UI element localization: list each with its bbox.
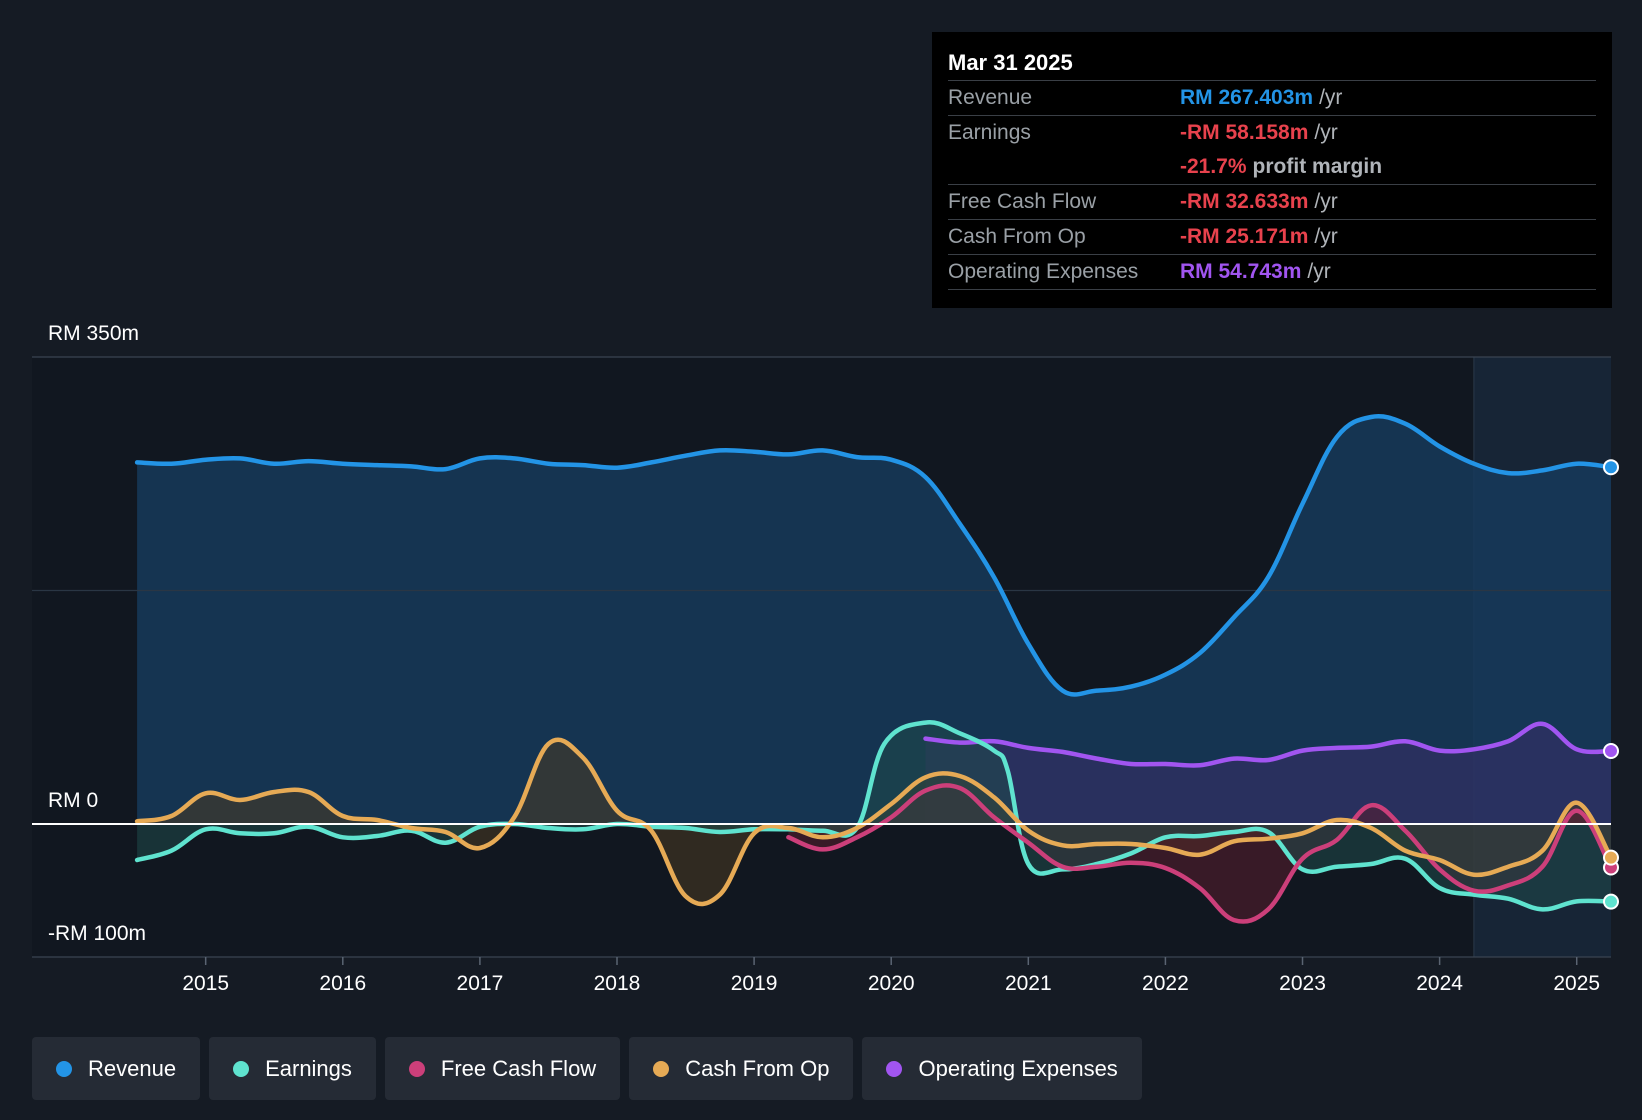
legend-label: Earnings — [265, 1055, 352, 1081]
tooltip-value: RM 54.743m — [1180, 260, 1302, 283]
legend-label: Operating Expenses — [918, 1055, 1118, 1081]
tooltip-row-cash-from-op: Cash From Op -RM 25.171m /yr — [948, 219, 1596, 254]
tooltip-value: -RM 32.633m — [1180, 190, 1309, 213]
tooltip-row-revenue: Revenue RM 267.403m /yr — [948, 80, 1596, 115]
legend-label: Cash From Op — [685, 1055, 830, 1081]
series-line-operating-expenses — [923, 721, 1611, 768]
x-tick-label: 2024 — [1416, 972, 1463, 995]
tooltip-label — [948, 150, 1180, 184]
x-tick-label: 2023 — [1279, 972, 1326, 995]
tooltip-row-profit-margin: -21.7% profit margin — [948, 150, 1596, 184]
legend-dot-icon — [408, 1060, 425, 1077]
legend-dot-icon — [56, 1060, 72, 1077]
tooltip-value: -RM 58.158m — [1180, 121, 1309, 144]
tooltip-unit: /yr — [1314, 190, 1338, 213]
x-tick-label: 2020 — [868, 972, 915, 995]
tooltip-unit: /yr — [1314, 225, 1338, 248]
y-axis-min-label: -RM 100m — [48, 922, 146, 945]
x-tick-label: 2022 — [1142, 972, 1189, 995]
tooltip-unit: profit margin — [1252, 155, 1383, 178]
legend-dot-icon — [653, 1060, 670, 1077]
y-axis-zero-label: RM 0 — [48, 789, 98, 812]
tooltip-label: Free Cash Flow — [948, 190, 1097, 213]
legend: Revenue Earnings Free Cash Flow Cash Fro… — [32, 1037, 1142, 1100]
end-point-operating-expenses — [1603, 743, 1619, 760]
legend-item-revenue[interactable]: Revenue — [32, 1037, 201, 1100]
end-point-earnings — [1603, 893, 1619, 910]
x-tick-label: 2015 — [182, 972, 229, 995]
tooltip-row-earnings: Earnings -RM 58.158m /yr — [948, 115, 1596, 150]
tooltip-unit: /yr — [1307, 260, 1331, 283]
tooltip-row-free-cash-flow: Free Cash Flow -RM 32.633m /yr — [948, 184, 1596, 219]
series-area-revenue — [137, 416, 1611, 824]
legend-dot-icon — [886, 1060, 903, 1077]
tooltip-label: Operating Expenses — [948, 260, 1139, 283]
tooltip-unit: /yr — [1319, 86, 1343, 109]
x-tick-label: 2016 — [319, 972, 366, 995]
tooltip-row-operating-expenses: Operating Expenses RM 54.743m /yr — [948, 254, 1596, 290]
x-tick-label: 2018 — [594, 972, 641, 995]
end-point-revenue — [1603, 459, 1619, 476]
legend-item-operating-expenses[interactable]: Operating Expenses — [862, 1037, 1142, 1100]
legend-item-cash-from-op[interactable]: Cash From Op — [629, 1037, 854, 1100]
tooltip-value: -21.7% — [1180, 155, 1247, 178]
y-axis-max-label: RM 350m — [48, 322, 139, 345]
x-tick-label: 2017 — [457, 972, 504, 995]
end-point-cash-from-op — [1603, 849, 1619, 866]
tooltip-panel: Mar 31 2025 Revenue RM 267.403m /yr Earn… — [932, 32, 1612, 308]
legend-dot-icon — [233, 1060, 250, 1077]
tooltip-label: Revenue — [948, 86, 1033, 109]
tooltip-value: RM 267.403m — [1180, 86, 1314, 109]
tooltip-date: Mar 31 2025 — [948, 50, 1073, 75]
x-tick-label: 2025 — [1553, 972, 1600, 995]
tooltip-unit: /yr — [1314, 121, 1338, 144]
series-area-operating-expenses — [925, 723, 1611, 824]
series-line-earnings — [134, 720, 1611, 912]
series-line-revenue — [134, 414, 1611, 697]
x-tick-label: 2021 — [1005, 972, 1052, 995]
series-line-cash-from-op — [134, 737, 1611, 907]
legend-label: Revenue — [88, 1055, 177, 1081]
legend-item-earnings[interactable]: Earnings — [209, 1037, 376, 1100]
tooltip-label: Cash From Op — [948, 225, 1086, 248]
legend-item-free-cash-flow[interactable]: Free Cash Flow — [384, 1037, 621, 1100]
tooltip-label: Earnings — [948, 121, 1031, 144]
tooltip-value: -RM 25.171m — [1180, 225, 1309, 248]
series-line-free-cash-flow — [786, 783, 1611, 924]
legend-label: Free Cash Flow — [440, 1055, 597, 1081]
x-tick-label: 2019 — [731, 972, 778, 995]
